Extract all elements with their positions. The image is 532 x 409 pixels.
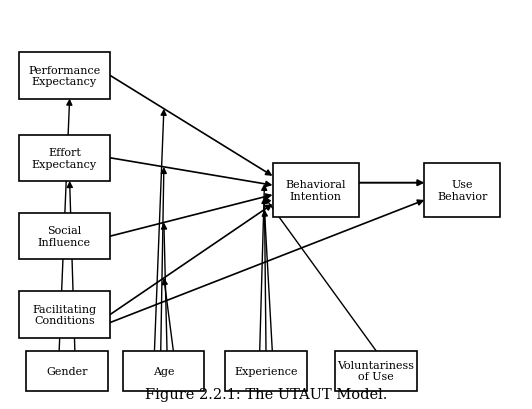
FancyBboxPatch shape — [226, 351, 306, 391]
Text: Facilitating
Conditions: Facilitating Conditions — [32, 304, 96, 326]
Text: Experience: Experience — [234, 366, 298, 376]
Text: Gender: Gender — [46, 366, 88, 376]
Text: Age: Age — [153, 366, 174, 376]
FancyBboxPatch shape — [19, 135, 110, 182]
FancyBboxPatch shape — [272, 164, 359, 218]
FancyBboxPatch shape — [123, 351, 204, 391]
FancyBboxPatch shape — [425, 164, 500, 218]
Text: Performance
Expectancy: Performance Expectancy — [28, 65, 101, 87]
Text: Behavioral
Intention: Behavioral Intention — [286, 180, 346, 201]
Text: Use
Behavior: Use Behavior — [437, 180, 487, 201]
Text: Social
Influence: Social Influence — [38, 226, 91, 247]
Text: Figure 2.2.1: The UTAUT Model.: Figure 2.2.1: The UTAUT Model. — [145, 387, 387, 401]
Text: Voluntariness
of Use: Voluntariness of Use — [337, 360, 414, 382]
Text: Effort
Expectancy: Effort Expectancy — [32, 148, 97, 169]
FancyBboxPatch shape — [19, 292, 110, 338]
FancyBboxPatch shape — [19, 53, 110, 99]
FancyBboxPatch shape — [335, 351, 417, 391]
FancyBboxPatch shape — [27, 351, 107, 391]
FancyBboxPatch shape — [19, 213, 110, 260]
